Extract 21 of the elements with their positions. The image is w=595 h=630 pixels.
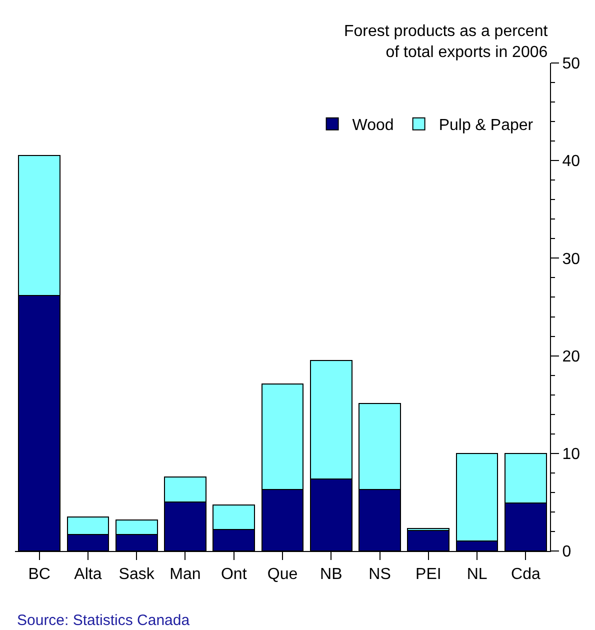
source-note: Source: Statistics Canada xyxy=(17,612,190,629)
y-tick-label: 50 xyxy=(562,56,580,73)
x-tick-label: Que xyxy=(267,566,298,584)
x-tick-label: NB xyxy=(320,566,342,584)
chart-title: Forest products as a percent of total exports in 2006 xyxy=(344,23,548,61)
y-tick-label: 10 xyxy=(562,446,580,463)
y-tick-label: 0 xyxy=(562,544,572,561)
y-tick-label: 30 xyxy=(562,250,580,268)
x-tick-label: NL xyxy=(466,566,488,584)
x-tick-label: Ont xyxy=(220,566,248,584)
x-tick-label: BC xyxy=(28,566,50,584)
y-tick-label: 40 xyxy=(562,153,580,170)
x-tick-label: Alta xyxy=(74,566,102,584)
legend-label: Pulp & Paper xyxy=(438,117,534,134)
y-tick-label: 20 xyxy=(562,348,580,366)
legend-label: Wood xyxy=(352,117,394,134)
x-tick-label: Sask xyxy=(118,566,156,584)
x-tick-label: Cda xyxy=(511,566,540,584)
x-tick-label: NS xyxy=(368,566,391,584)
x-tick-label: Man xyxy=(170,566,201,584)
x-tick-label: PEI xyxy=(416,566,442,584)
